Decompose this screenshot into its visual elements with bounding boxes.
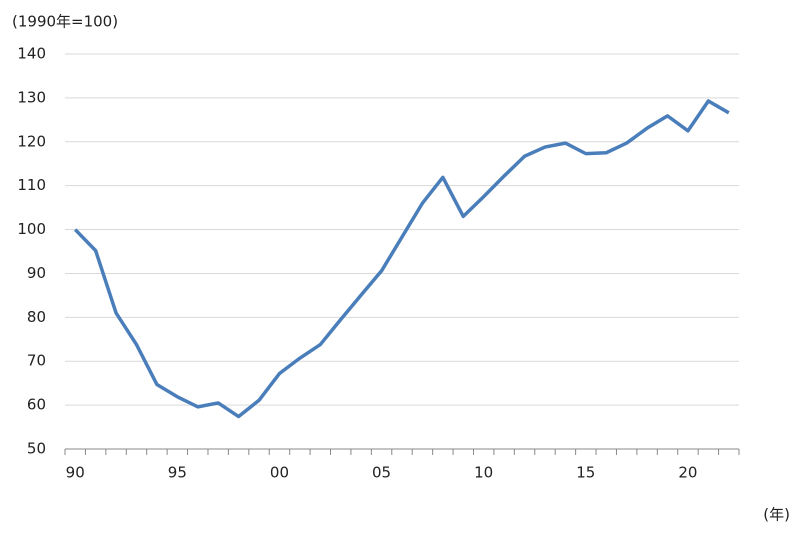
y-tick-label: 90 xyxy=(27,264,46,282)
x-tick-label: 05 xyxy=(372,464,391,482)
y-tick-label: 70 xyxy=(27,352,46,370)
x-tick-label: 95 xyxy=(168,464,187,482)
y-tick-label: 60 xyxy=(27,396,46,414)
x-tick-label: 20 xyxy=(678,464,697,482)
y-tick-label: 120 xyxy=(17,132,46,150)
y-tick-label: 110 xyxy=(17,176,46,194)
y-axis-label: (1990年=100) xyxy=(12,13,118,31)
data-line xyxy=(73,99,730,419)
x-tick-label: 15 xyxy=(576,464,595,482)
y-tick-label: 100 xyxy=(17,220,46,238)
x-tick-label: 00 xyxy=(270,464,289,482)
y-tick-label: 140 xyxy=(17,45,46,63)
y-tick-label: 80 xyxy=(27,308,46,326)
y-tick-label: 130 xyxy=(17,88,46,106)
x-tick-label: 10 xyxy=(474,464,493,482)
x-tick-label: 90 xyxy=(66,464,85,482)
x-axis-label: (年) xyxy=(763,506,790,524)
y-tick-label: 50 xyxy=(27,440,46,458)
